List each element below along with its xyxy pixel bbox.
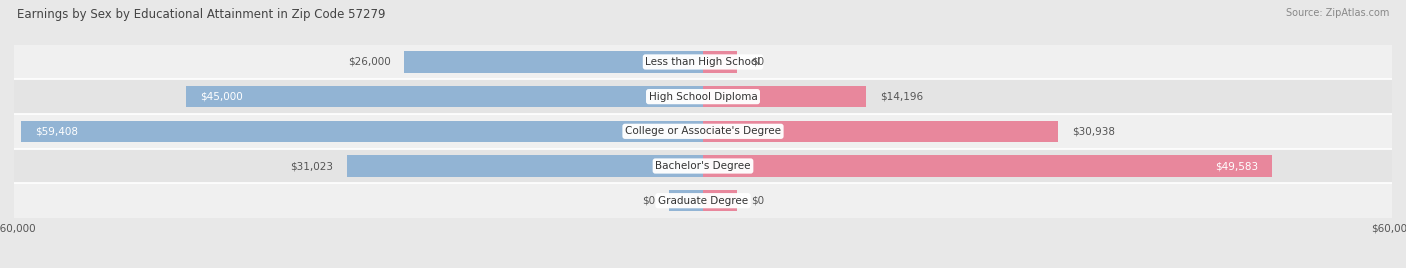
Text: College or Associate's Degree: College or Associate's Degree (626, 126, 780, 136)
Bar (405, 51, 703, 73)
Text: $0: $0 (641, 196, 655, 206)
Text: $31,023: $31,023 (290, 161, 333, 171)
Bar (703, 86, 866, 107)
Text: $14,196: $14,196 (880, 92, 922, 102)
Bar (186, 86, 703, 107)
Bar (347, 155, 703, 177)
Bar (703, 51, 738, 73)
Bar (21, 121, 703, 142)
Text: $59,408: $59,408 (35, 126, 77, 136)
Text: $26,000: $26,000 (347, 57, 391, 67)
Bar (14, 149, 1392, 183)
Text: Less than High School: Less than High School (645, 57, 761, 67)
Text: $0: $0 (751, 57, 765, 67)
Bar (703, 190, 738, 211)
Text: Earnings by Sex by Educational Attainment in Zip Code 57279: Earnings by Sex by Educational Attainmen… (17, 8, 385, 21)
Bar (14, 183, 1392, 218)
Bar (14, 79, 1392, 114)
Text: Bachelor's Degree: Bachelor's Degree (655, 161, 751, 171)
Bar (14, 114, 1392, 149)
Text: High School Diploma: High School Diploma (648, 92, 758, 102)
Bar (14, 44, 1392, 79)
Bar (703, 155, 1272, 177)
Text: Source: ZipAtlas.com: Source: ZipAtlas.com (1285, 8, 1389, 18)
Bar (703, 121, 1059, 142)
Text: $0: $0 (751, 196, 765, 206)
Text: $30,938: $30,938 (1071, 126, 1115, 136)
Text: Graduate Degree: Graduate Degree (658, 196, 748, 206)
Text: $45,000: $45,000 (200, 92, 243, 102)
Bar (669, 190, 703, 211)
Text: $49,583: $49,583 (1215, 161, 1258, 171)
